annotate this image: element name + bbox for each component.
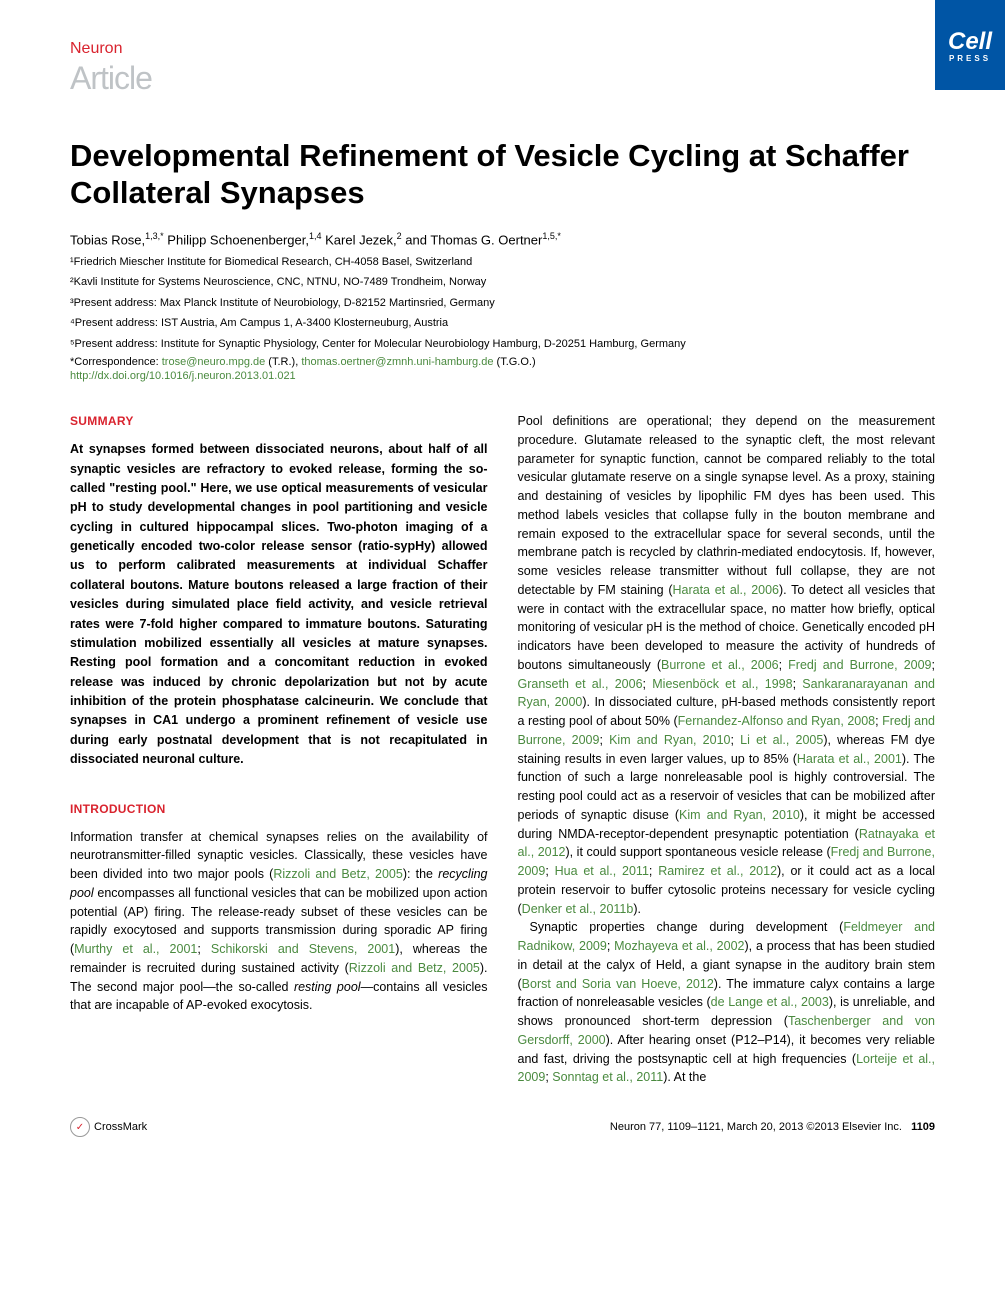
reference-link[interactable]: Sonntag et al., 2011 xyxy=(552,1070,663,1084)
reference-link[interactable]: Li et al., 2005 xyxy=(740,733,823,747)
italic-term: resting pool xyxy=(294,980,361,994)
author-sup: 1,3,* xyxy=(145,231,164,241)
body-paragraph: Synaptic properties change during develo… xyxy=(518,918,936,1087)
reference-link[interactable]: Rizzoli and Betz, 2005 xyxy=(349,961,480,975)
article-type: Article xyxy=(70,60,152,97)
affiliation: ²Kavli Institute for Systems Neuroscienc… xyxy=(70,274,935,291)
left-column: SUMMARY At synapses formed between disso… xyxy=(70,412,488,1087)
author-sup: 2 xyxy=(397,231,402,241)
reference-link[interactable]: Miesenböck et al., 1998 xyxy=(652,677,792,691)
reference-link[interactable]: Mozhayeva et al., 2002 xyxy=(614,939,744,953)
reference-link[interactable]: Hua et al., 2011 xyxy=(555,864,649,878)
reference-link[interactable]: Fernandez-Alfonso and Ryan, 2008 xyxy=(678,714,876,728)
correspondence: *Correspondence: trose@neuro.mpg.de (T.R… xyxy=(70,356,935,368)
intro-paragraph: Information transfer at chemical synapse… xyxy=(70,828,488,1016)
right-column: Pool definitions are operational; they d… xyxy=(518,412,936,1087)
publisher-name: Cell xyxy=(948,28,992,56)
summary-text: At synapses formed between dissociated n… xyxy=(70,440,488,769)
correspondence-mid: (T.R.), xyxy=(265,356,301,368)
affiliation: ¹Friedrich Miescher Institute for Biomed… xyxy=(70,254,935,271)
reference-link[interactable]: Kim and Ryan, 2010 xyxy=(609,733,730,747)
summary-heading: SUMMARY xyxy=(70,412,488,430)
author-sup: 1,4 xyxy=(309,231,322,241)
author-list: Tobias Rose,1,3,* Philipp Schoenenberger… xyxy=(70,231,935,247)
reference-link[interactable]: Harata et al., 2001 xyxy=(797,752,902,766)
reference-link[interactable]: Kim and Ryan, 2010 xyxy=(679,808,800,822)
page-footer: ✓ CrossMark Neuron 77, 1109–1121, March … xyxy=(70,1117,935,1137)
body-paragraph: Pool definitions are operational; they d… xyxy=(518,412,936,918)
reference-link[interactable]: Harata et al., 2006 xyxy=(672,583,779,597)
affiliation: ³Present address: Max Planck Institute o… xyxy=(70,295,935,312)
reference-link[interactable]: Schikorski and Stevens, 2001 xyxy=(211,942,395,956)
journal-name: Neuron xyxy=(70,40,152,58)
citation-text: Neuron 77, 1109–1121, March 20, 2013 ©20… xyxy=(610,1121,902,1133)
reference-link[interactable]: Burrone et al., 2006 xyxy=(661,658,779,672)
reference-link[interactable]: Borst and Soria van Hoeve, 2012 xyxy=(522,977,714,991)
reference-link[interactable]: Murthy et al., 2001 xyxy=(74,942,197,956)
two-column-layout: SUMMARY At synapses formed between disso… xyxy=(70,412,935,1087)
affiliation: ⁴Present address: IST Austria, Am Campus… xyxy=(70,315,935,332)
crossmark-icon: ✓ xyxy=(70,1117,90,1137)
author: Tobias Rose, xyxy=(70,233,145,248)
reference-link[interactable]: Denker et al., 2011b xyxy=(522,902,634,916)
article-title: Developmental Refinement of Vesicle Cycl… xyxy=(70,137,935,211)
page-header: Neuron Article Cell PRESS xyxy=(70,40,935,97)
correspondence-label: *Correspondence: xyxy=(70,356,162,368)
email-link[interactable]: thomas.oertner@zmnh.uni-hamburg.de xyxy=(301,356,493,368)
page-number: 1109 xyxy=(911,1121,935,1133)
affiliation: ⁵Present address: Institute for Synaptic… xyxy=(70,336,935,353)
email-link[interactable]: trose@neuro.mpg.de xyxy=(162,356,266,368)
reference-link[interactable]: Rizzoli and Betz, 2005 xyxy=(273,867,402,881)
reference-link[interactable]: Granseth et al., 2006 xyxy=(518,677,643,691)
intro-heading: INTRODUCTION xyxy=(70,800,488,818)
author: Karel Jezek, xyxy=(325,233,397,248)
reference-link[interactable]: de Lange et al., 2003 xyxy=(711,995,829,1009)
correspondence-mid: (T.G.O.) xyxy=(493,356,535,368)
publisher-sub: PRESS xyxy=(949,54,991,63)
author: and Thomas G. Oertner xyxy=(405,233,542,248)
author-sup: 1,5,* xyxy=(542,231,561,241)
reference-link[interactable]: Ramirez et al., 2012 xyxy=(658,864,777,878)
page-citation: Neuron 77, 1109–1121, March 20, 2013 ©20… xyxy=(610,1121,935,1133)
header-left: Neuron Article xyxy=(70,40,152,97)
publisher-badge: Cell PRESS xyxy=(935,0,1005,90)
doi-link[interactable]: http://dx.doi.org/10.1016/j.neuron.2013.… xyxy=(70,370,935,382)
reference-link[interactable]: Fredj and Burrone, 2009 xyxy=(788,658,931,672)
crossmark-badge[interactable]: ✓ CrossMark xyxy=(70,1117,147,1137)
author: Philipp Schoenenberger, xyxy=(167,233,309,248)
crossmark-label: CrossMark xyxy=(94,1121,147,1133)
